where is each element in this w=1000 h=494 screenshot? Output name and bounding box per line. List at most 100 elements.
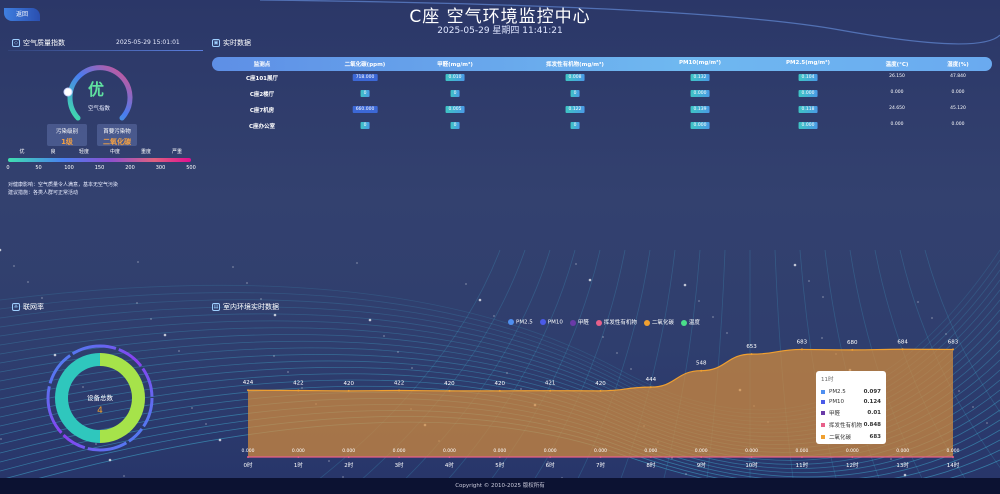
voc-point[interactable]	[700, 456, 703, 458]
realtime-title-text: 实时数据	[223, 39, 251, 47]
chart-icon: ▤	[212, 303, 220, 311]
column-header[interactable]: 温度(°C)	[885, 62, 909, 68]
table-cell: 0	[570, 90, 580, 97]
table-cell: 0.000	[798, 122, 818, 129]
tooltip-value: 683	[869, 434, 881, 440]
voc-point[interactable]	[498, 456, 501, 458]
co2-point[interactable]	[599, 389, 602, 392]
voc-point[interactable]	[649, 456, 652, 458]
legend-item[interactable]: PM10	[539, 318, 563, 325]
table-value: 0.000	[951, 122, 965, 127]
voc-point[interactable]	[800, 456, 803, 458]
table-cell: 0.139	[690, 106, 710, 113]
co2-value-label: 548	[696, 361, 707, 367]
value-badge: 0.010	[445, 74, 465, 81]
co2-point[interactable]	[448, 389, 451, 392]
table-cell: 0	[570, 122, 580, 129]
legend-item[interactable]: 甲醛	[569, 318, 589, 326]
scale-name: 重度	[140, 149, 152, 155]
aqi-timestamp: 2025-05-29 15:01:01	[116, 39, 180, 46]
co2-point[interactable]	[297, 389, 300, 392]
table-cell: 0.005	[445, 106, 465, 113]
co2-point[interactable]	[649, 386, 652, 389]
legend-item[interactable]: 挥发性有机物	[595, 318, 637, 326]
voc-point[interactable]	[750, 456, 753, 458]
table-cell: 0	[360, 90, 370, 97]
co2-point[interactable]	[700, 369, 703, 372]
table-value: 26.150	[889, 74, 905, 79]
column-header[interactable]: 挥发性有机物(mg/m³)	[546, 62, 604, 68]
voc-point[interactable]	[599, 456, 602, 458]
voc-point[interactable]	[297, 456, 300, 458]
co2-point[interactable]	[347, 389, 350, 392]
tooltip-row: PM10 0.124	[821, 399, 881, 405]
co2-value-label: 683	[948, 339, 959, 345]
voc-point[interactable]	[448, 456, 451, 458]
value-badge: 0.000	[690, 90, 710, 97]
legend-item[interactable]: PM2.5	[508, 318, 533, 325]
header-datetime: 2025-05-29 星期四 11:41:21	[437, 26, 563, 36]
card-value: 二氧化碳	[103, 138, 131, 146]
co2-point[interactable]	[398, 389, 401, 392]
co2-point[interactable]	[800, 348, 803, 351]
tooltip-row: 甲醛 0.01	[821, 409, 881, 417]
co2-value-label: 444	[646, 377, 657, 383]
voc-value-label: 0.000	[393, 448, 406, 454]
x-tick-label: 13时	[896, 461, 909, 469]
tooltip-title: 11时	[821, 377, 834, 383]
column-header[interactable]: 监测点	[253, 62, 271, 68]
legend-item[interactable]: 二氧化碳	[643, 318, 674, 326]
table-cell: 0.000	[690, 90, 710, 97]
voc-point[interactable]	[952, 456, 954, 458]
x-tick-label: 5时	[495, 461, 504, 469]
legend-dot	[595, 319, 602, 326]
co2-point[interactable]	[498, 389, 501, 392]
column-header[interactable]: PM10(mg/m³)	[678, 60, 722, 66]
aqi-scale-names: 优 良 轻度 中度 重度 严重	[0, 148, 200, 156]
value-badge: 0.000	[798, 90, 818, 97]
legend-dot	[539, 318, 546, 325]
voc-point[interactable]	[851, 456, 854, 458]
back-button[interactable]: 返回	[4, 8, 40, 21]
voc-point[interactable]	[398, 456, 401, 458]
voc-point[interactable]	[901, 456, 904, 458]
voc-value-label: 0.000	[342, 448, 355, 454]
voc-value-label: 0.000	[443, 448, 456, 454]
network-icon: ※	[12, 303, 20, 311]
legend-item[interactable]: 温度	[680, 318, 700, 326]
donut-center-value: 4	[97, 406, 103, 416]
value-badge: 0.122	[565, 106, 585, 113]
column-header[interactable]: PM2.5(mg/m³)	[785, 60, 831, 66]
network-title-text: 联网率	[23, 303, 44, 311]
column-header[interactable]: 二氧化碳(ppm)	[344, 62, 386, 68]
co2-area	[248, 349, 953, 457]
voc-point[interactable]	[347, 456, 350, 458]
table-cell: 0.008	[565, 74, 585, 81]
voc-value-label: 0.000	[292, 448, 305, 454]
co2-value-label: 680	[847, 340, 858, 346]
co2-point[interactable]	[549, 389, 552, 392]
voc-point[interactable]	[549, 456, 552, 458]
co2-value-label: 420	[444, 381, 455, 387]
co2-value-label: 422	[394, 381, 405, 387]
co2-point[interactable]	[952, 348, 954, 351]
aqi-title-text: 空气质量指数	[23, 39, 65, 47]
column-header[interactable]: 甲醛(mg/m³)	[437, 62, 473, 68]
table-cell: 0.000	[690, 122, 710, 129]
voc-point[interactable]	[247, 456, 249, 458]
co2-point[interactable]	[851, 348, 854, 351]
tooltip-swatch	[821, 411, 825, 415]
tooltip-row: PM2.5 0.097	[821, 389, 881, 395]
chart-tooltip: 11时 PM2.5 0.097 PM10 0.124 甲醛 0.01 挥发性有机物 0.848…	[816, 371, 886, 444]
tooltip-row: 二氧化碳 683	[821, 433, 881, 441]
co2-point[interactable]	[247, 389, 249, 392]
scale-tick: 0	[6, 165, 10, 171]
co2-point[interactable]	[901, 348, 904, 351]
scale-name: 优	[19, 149, 25, 155]
donut-segment-offline	[54, 353, 100, 443]
co2-point[interactable]	[750, 353, 753, 356]
chart-title-text: 室内环境实时数据	[223, 303, 279, 311]
column-header[interactable]: 湿度(%)	[947, 62, 969, 68]
table-value: 47.840	[950, 74, 966, 79]
